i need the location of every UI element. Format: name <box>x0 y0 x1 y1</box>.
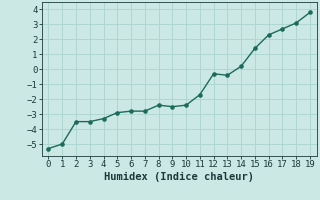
X-axis label: Humidex (Indice chaleur): Humidex (Indice chaleur) <box>104 172 254 182</box>
